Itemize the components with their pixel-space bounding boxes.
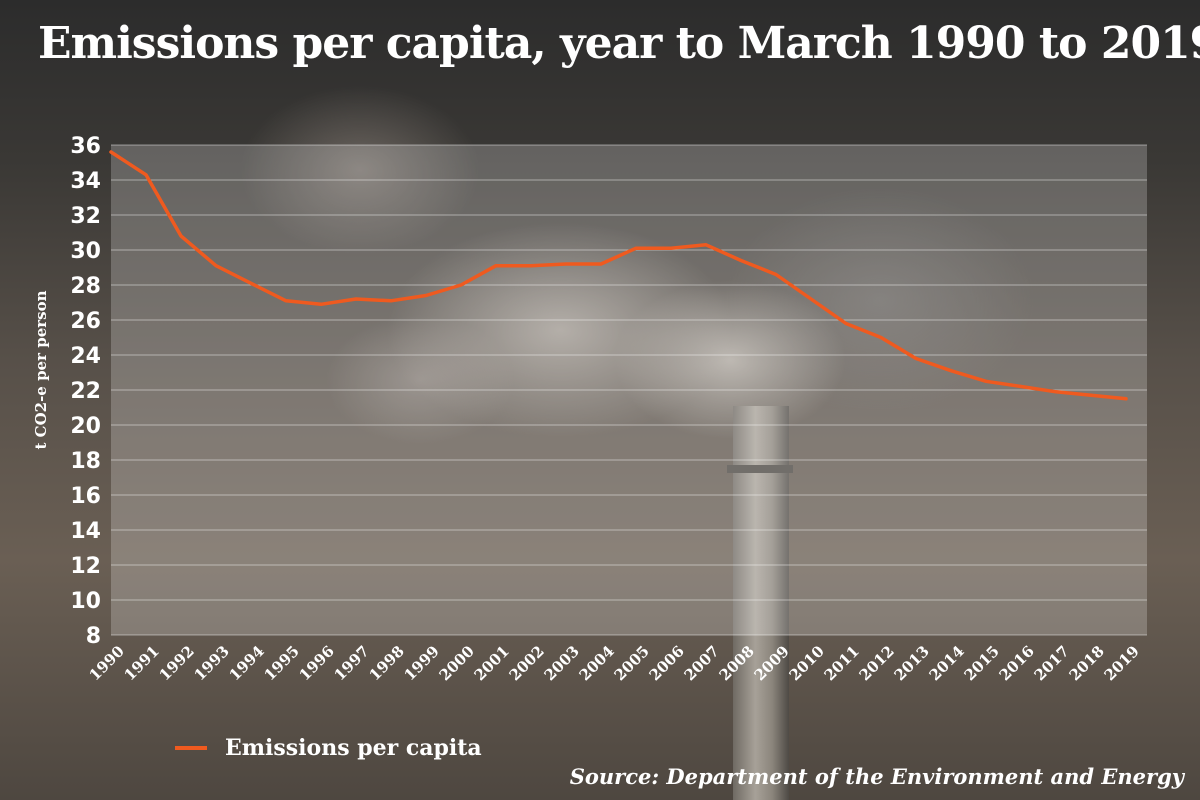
plot-area: [111, 145, 1147, 635]
x-tick-label: 2005: [611, 642, 653, 684]
x-tick-label: 1998: [366, 642, 408, 684]
x-tick-label: 2011: [821, 642, 863, 684]
x-tick-label: 1994: [226, 642, 268, 684]
y-axis-ticks: 8 10 12 14 16 18 20 22 24 26 28 30 32 34 36: [70, 134, 101, 649]
chart-title: Emissions per capita, year to March 1990…: [38, 18, 1200, 69]
data-point: [845, 323, 847, 324]
data-point: [215, 265, 217, 267]
data-point: [355, 298, 357, 300]
x-tick-label: 1995: [261, 642, 303, 684]
y-tick-label: 14: [70, 519, 101, 544]
y-tick-label: 36: [70, 134, 101, 159]
legend: Emissions per capita: [175, 735, 482, 761]
data-point: [250, 282, 252, 284]
data-point: [530, 265, 532, 267]
data-point: [775, 274, 777, 275]
data-point: [110, 151, 112, 153]
data-point: [1090, 394, 1092, 396]
legend-label: Emissions per capita: [225, 735, 482, 761]
x-tick-label: 1991: [121, 642, 163, 684]
x-tick-label: 2012: [856, 642, 898, 684]
x-tick-label: 2013: [891, 642, 933, 684]
data-point: [670, 247, 672, 249]
legend-swatch: [175, 746, 207, 750]
x-tick-label: 1992: [156, 642, 198, 684]
data-point: [635, 247, 637, 249]
x-tick-label: 2008: [716, 642, 758, 684]
y-tick-label: 20: [70, 414, 101, 439]
x-tick-label: 2003: [541, 642, 583, 684]
grid-lines: [111, 144, 1147, 636]
x-tick-label: 2017: [1031, 642, 1073, 684]
x-tick-label: 2002: [506, 642, 548, 684]
x-tick-label: 2010: [786, 642, 828, 684]
data-point: [600, 263, 602, 265]
y-axis-label: t CO2-e per person: [32, 290, 50, 450]
x-tick-label: 2000: [436, 642, 478, 684]
y-tick-label: 24: [70, 344, 101, 369]
x-tick-label: 2009: [751, 642, 793, 684]
x-tick-label: 1997: [331, 642, 373, 684]
y-tick-label: 10: [70, 589, 101, 614]
data-point: [320, 303, 322, 305]
data-point: [1125, 398, 1127, 400]
source-note: Source: Department of the Environment an…: [569, 764, 1184, 789]
y-tick-label: 16: [70, 484, 101, 509]
x-tick-label: 2014: [926, 642, 968, 684]
y-tick-label: 32: [70, 204, 101, 229]
x-tick-label: 2004: [576, 642, 618, 684]
data-point: [390, 300, 392, 302]
data-point: [810, 298, 812, 300]
series-lines: [109, 150, 1128, 401]
x-tick-label: 2015: [961, 642, 1003, 684]
y-tick-label: 30: [70, 239, 101, 264]
x-tick-label: 2016: [996, 642, 1038, 684]
data-point: [425, 295, 427, 296]
y-tick-label: 12: [70, 554, 101, 579]
data-point: [880, 337, 882, 338]
y-tick-label: 22: [70, 379, 101, 404]
data-point: [1055, 391, 1057, 393]
x-tick-label: 2006: [646, 642, 688, 684]
x-axis-ticks: 1990199119921993199419951996199719981999…: [86, 642, 1143, 684]
x-tick-label: 1993: [191, 642, 233, 684]
data-point: [145, 174, 147, 176]
data-point: [180, 235, 182, 237]
x-tick-label: 2007: [681, 642, 723, 684]
data-point: [705, 244, 707, 246]
data-point: [950, 370, 952, 372]
x-tick-label: 2001: [471, 642, 513, 684]
y-tick-label: 28: [70, 274, 101, 299]
x-tick-label: 1996: [296, 642, 338, 684]
data-point: [740, 260, 742, 261]
y-tick-label: 26: [70, 309, 101, 334]
data-point: [460, 284, 462, 286]
series-line-emissions-per-capita: [109, 150, 1128, 401]
data-point: [565, 263, 567, 265]
data-point: [1020, 386, 1022, 387]
data-point: [495, 265, 497, 267]
x-tick-label: 2018: [1066, 642, 1108, 684]
x-tick-label: 1999: [401, 642, 443, 684]
data-point: [915, 358, 917, 359]
y-tick-label: 34: [70, 169, 101, 194]
data-point: [985, 380, 987, 382]
x-tick-label: 2019: [1101, 642, 1143, 684]
data-point: [285, 300, 287, 302]
chimney-band-background: [727, 465, 793, 473]
y-tick-label: 18: [70, 449, 101, 474]
y-tick-label: 8: [86, 624, 101, 649]
